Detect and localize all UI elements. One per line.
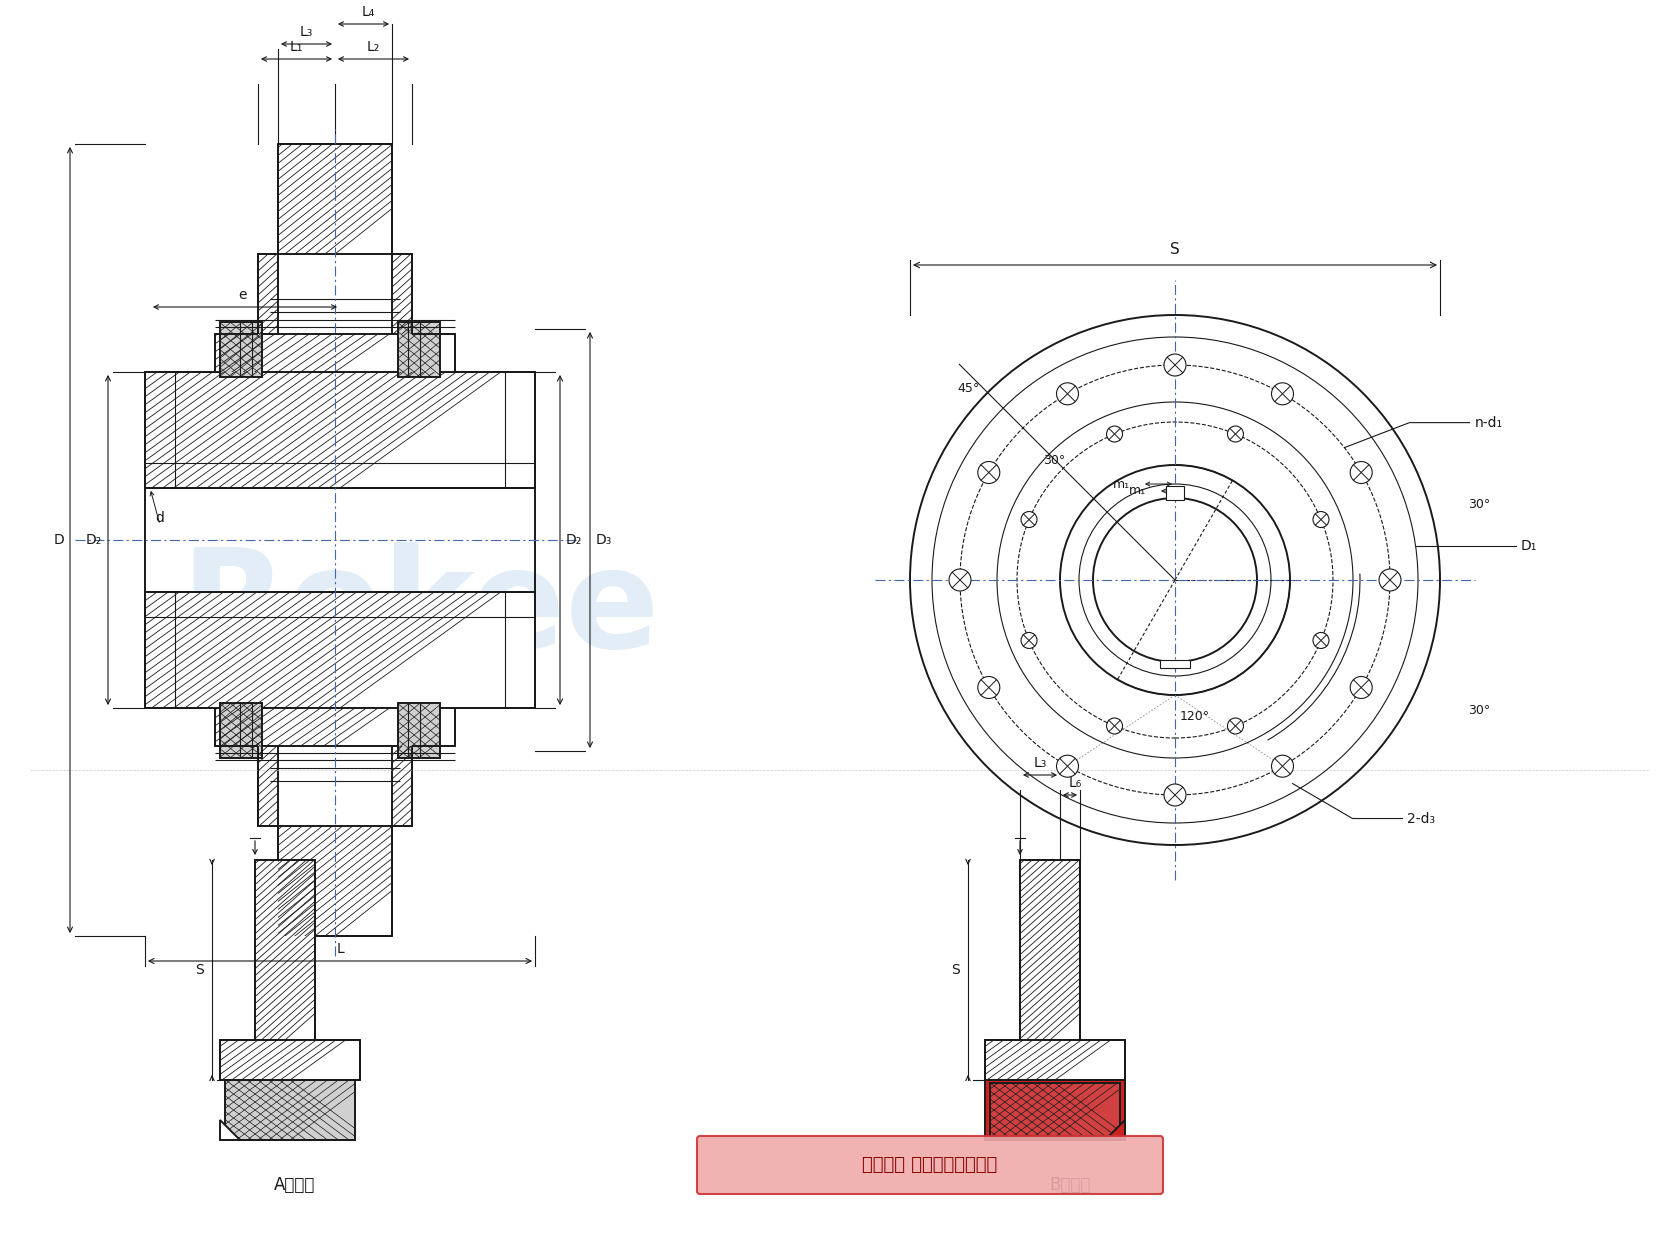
Polygon shape <box>220 1120 240 1140</box>
Polygon shape <box>255 861 316 1040</box>
Circle shape <box>1021 633 1037 649</box>
Text: 2-d₃: 2-d₃ <box>1408 811 1436 825</box>
Circle shape <box>1314 512 1329 528</box>
Polygon shape <box>277 827 391 936</box>
Text: n-d₁: n-d₁ <box>1475 416 1502 430</box>
Text: L₃: L₃ <box>299 25 312 39</box>
Text: Rokee: Rokee <box>180 543 660 678</box>
Polygon shape <box>277 144 391 255</box>
Polygon shape <box>220 323 262 377</box>
Text: R: R <box>459 600 522 680</box>
Circle shape <box>1351 677 1373 698</box>
Polygon shape <box>215 334 455 372</box>
Polygon shape <box>398 703 440 759</box>
Circle shape <box>1107 426 1122 442</box>
Text: S: S <box>1171 242 1179 257</box>
Text: L₂: L₂ <box>366 40 380 54</box>
Text: S: S <box>951 963 959 976</box>
Text: 30°: 30° <box>1468 499 1490 512</box>
Text: D₂: D₂ <box>86 533 102 547</box>
Polygon shape <box>259 746 277 827</box>
Circle shape <box>1272 755 1294 777</box>
Polygon shape <box>391 255 412 334</box>
Circle shape <box>1314 633 1329 649</box>
Circle shape <box>1228 426 1243 442</box>
Text: 30°: 30° <box>1468 703 1490 717</box>
Circle shape <box>1379 570 1401 591</box>
Polygon shape <box>220 703 262 759</box>
Text: B型结构: B型结构 <box>1050 1176 1090 1194</box>
Circle shape <box>1164 354 1186 375</box>
Text: L₄: L₄ <box>361 5 375 19</box>
Polygon shape <box>1020 861 1080 1040</box>
Text: m₁: m₁ <box>1129 485 1146 498</box>
Text: m₁: m₁ <box>1112 478 1131 490</box>
Polygon shape <box>398 323 440 377</box>
Text: e: e <box>239 289 247 302</box>
Text: D: D <box>54 533 64 547</box>
Polygon shape <box>259 255 277 334</box>
Polygon shape <box>990 1084 1121 1137</box>
Polygon shape <box>220 1040 360 1080</box>
Text: 30°: 30° <box>1043 454 1065 466</box>
Text: L: L <box>336 942 344 956</box>
Text: 45°: 45° <box>958 382 979 394</box>
Circle shape <box>1057 755 1079 777</box>
Polygon shape <box>984 1040 1126 1080</box>
FancyBboxPatch shape <box>697 1137 1163 1194</box>
Polygon shape <box>1105 1120 1126 1140</box>
Circle shape <box>1228 718 1243 735</box>
Circle shape <box>1021 512 1037 528</box>
Circle shape <box>978 461 1000 484</box>
Text: L₆: L₆ <box>1068 776 1082 790</box>
Text: L₃: L₃ <box>1033 756 1047 770</box>
Text: D₃: D₃ <box>596 533 613 547</box>
Circle shape <box>1107 718 1122 735</box>
Circle shape <box>949 570 971 591</box>
Circle shape <box>1164 784 1186 806</box>
Text: d: d <box>156 512 165 525</box>
Polygon shape <box>225 1080 354 1140</box>
Polygon shape <box>984 1080 1126 1140</box>
Bar <box>1166 486 1184 500</box>
Bar <box>1159 660 1189 668</box>
Text: 120°: 120° <box>1179 709 1210 723</box>
Polygon shape <box>391 746 412 827</box>
Circle shape <box>1057 383 1079 404</box>
Text: S: S <box>195 963 203 976</box>
Text: D₂: D₂ <box>566 533 583 547</box>
Circle shape <box>978 677 1000 698</box>
Polygon shape <box>215 708 455 746</box>
Text: A型结构: A型结构 <box>274 1176 316 1194</box>
Text: D₁: D₁ <box>1520 539 1537 553</box>
Circle shape <box>1351 461 1373 484</box>
Circle shape <box>1272 383 1294 404</box>
Text: L₁: L₁ <box>291 40 302 54</box>
Polygon shape <box>144 592 534 708</box>
Text: 版权所有 侵权必被严厉追究: 版权所有 侵权必被严厉追究 <box>862 1155 998 1174</box>
Polygon shape <box>144 372 534 488</box>
